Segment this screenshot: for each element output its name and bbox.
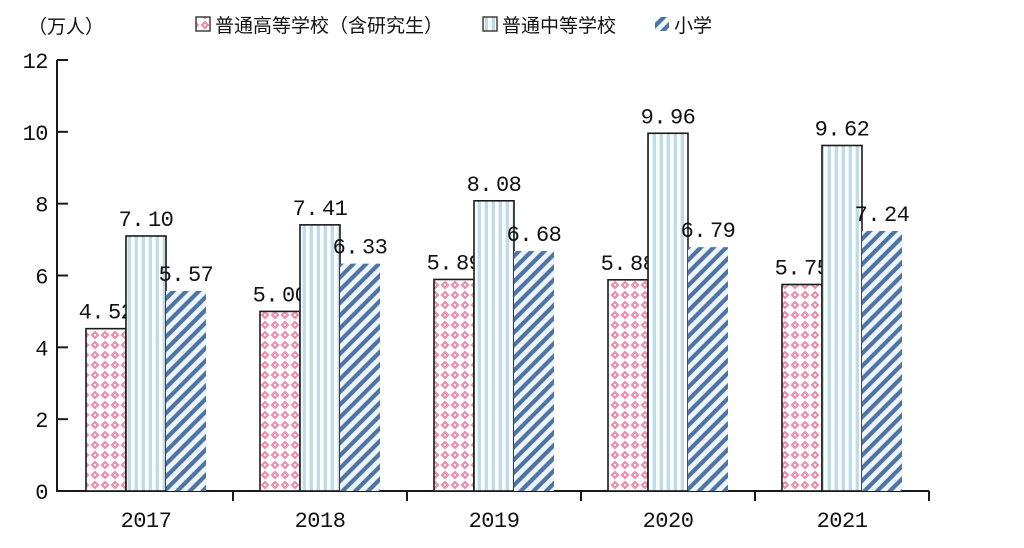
bar-2017-series3 [166,290,206,491]
bar-2021-series2 [821,144,863,492]
value-label-2020-series2: 9. 96 [641,105,696,130]
legend-marker-secondary-school-icon [482,16,498,32]
value-label-2018-series2: 7. 41 [293,197,348,222]
value-label-2017-series1: 4. 52 [79,301,134,326]
x-tick-label-2018: 2018 [295,509,346,534]
bar-2019-series3 [514,251,554,491]
value-label-2021-series3: 7. 24 [855,203,910,228]
y-tick-label-8: 8 [35,194,48,219]
y-tick-label-2: 2 [35,409,48,434]
value-label-2017-series3: 5. 57 [159,263,214,288]
y-axis-ticks-group: 0 2 4 6 8 10 12 [23,50,68,506]
bars-group: 4. 52 7. 10 5. 57 5. 00 7. 41 6. 33 5. 89 8. 08… [79,105,910,492]
bar-2020-series1 [607,279,649,492]
value-label-2018-series3: 6. 33 [333,236,388,261]
x-tick-label-2020: 2020 [643,509,694,534]
value-label-2020-series3: 6. 79 [681,219,736,244]
bar-2017-series1 [85,327,127,492]
bar-2019-series1 [433,278,475,492]
legend-marker-primary-school-icon [655,17,669,31]
x-axis-labels-group: 2017 2018 2019 2020 2021 [121,509,869,534]
y-tick-label-12: 12 [23,50,48,75]
unit-label: （万人） [28,16,104,38]
bar-2018-series2 [299,224,341,492]
x-tick-label-2017: 2017 [121,509,172,534]
x-axis-ticks-group [232,491,930,501]
legend-marker-higher-ed-icon [195,16,211,32]
y-tick-label-4: 4 [35,337,48,362]
x-tick-label-2019: 2019 [469,509,520,534]
value-label-2019-series3: 6. 68 [507,223,562,248]
bar-2020-series2 [647,132,689,492]
legend-item-higher-ed: 普通高等学校（含研究生） [195,15,443,37]
value-label-2019-series2: 8. 08 [467,173,522,198]
y-tick-label-10: 10 [23,122,48,147]
bar-2018-series3 [340,263,380,491]
legend-label-primary-school: 小学 [674,15,712,37]
bar-2018-series1 [259,310,301,492]
legend-label-secondary-school: 普通中等学校 [502,15,616,37]
legend-item-primary-school: 小学 [655,15,712,37]
y-tick-label-0: 0 [35,481,48,506]
legend-label-higher-ed: 普通高等学校（含研究生） [215,15,443,37]
value-label-2021-series1: 5. 75 [775,256,830,281]
x-tick-label-2021: 2021 [817,509,868,534]
legend-item-secondary-school: 普通中等学校 [482,15,616,37]
bar-2021-series1 [781,283,823,492]
value-label-2018-series1: 5. 00 [253,283,308,308]
bar-2020-series3 [688,247,728,491]
y-tick-label-6: 6 [35,266,48,291]
value-label-2021-series2: 9. 62 [815,117,870,142]
bar-2019-series2 [473,199,515,492]
value-label-2019-series1: 5. 89 [427,251,482,276]
value-label-2020-series1: 5. 88 [601,252,656,277]
legend: （万人） 普通高等学校（含研究生） 普通中等学校 小学 [28,15,712,38]
bar-2017-series2 [125,235,167,492]
bar-2021-series3 [862,230,902,492]
value-label-2017-series2: 7. 10 [119,208,174,233]
